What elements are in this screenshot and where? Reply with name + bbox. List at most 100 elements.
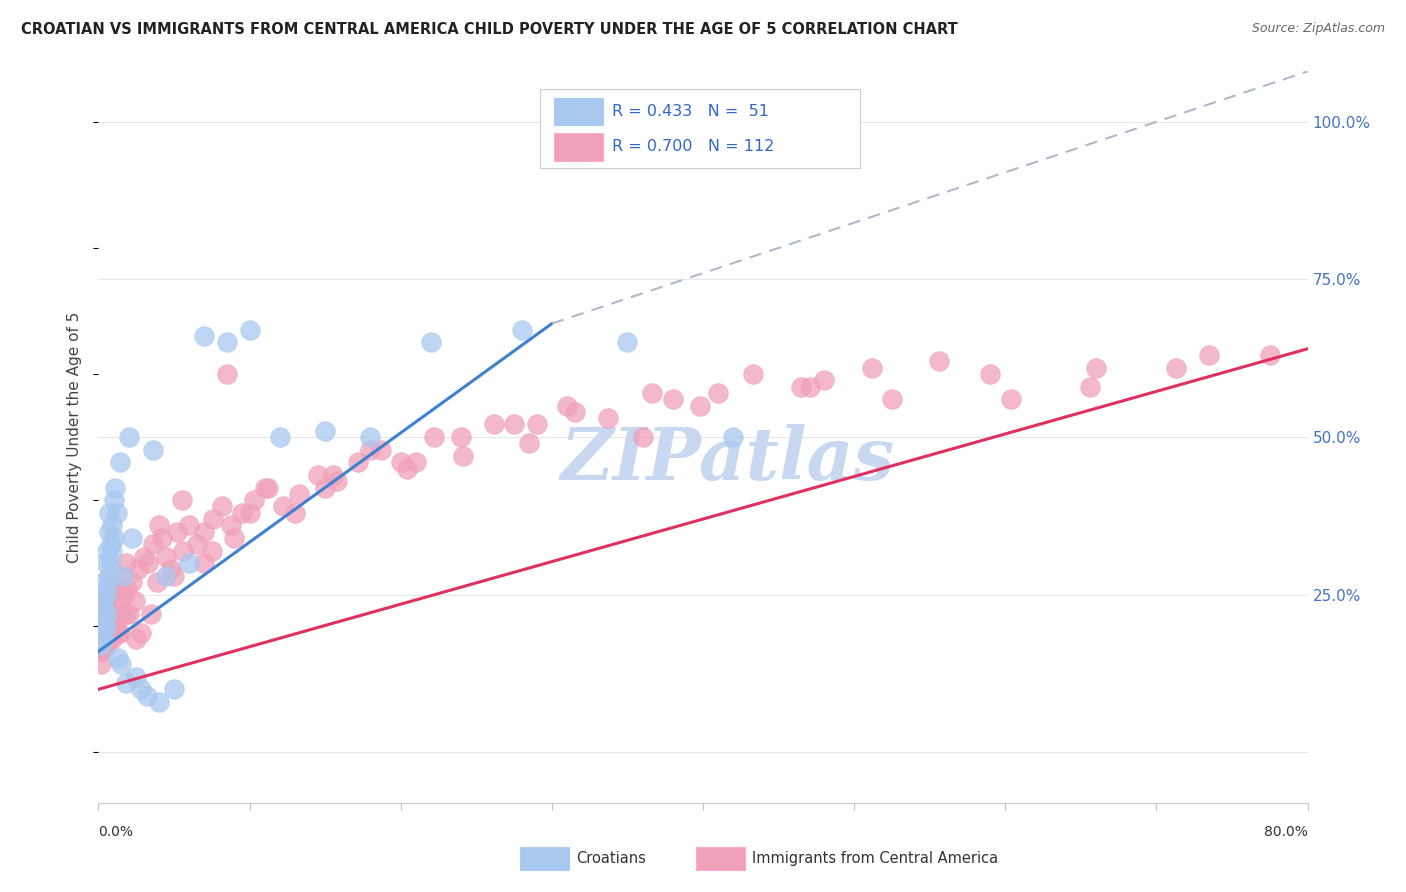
Point [186,537,208,551]
Point [193,556,215,570]
Point [231,506,253,520]
Point [93,632,115,646]
Point [141,607,163,621]
Point [616,335,638,350]
Point [799,379,821,393]
Point [125,670,148,684]
Point [450,430,472,444]
Point [215,335,238,350]
Point [111,569,134,583]
Point [103,493,125,508]
Point [98,619,121,633]
Point [100,613,122,627]
Point [125,632,148,646]
Point [93,625,115,640]
Point [880,392,903,407]
Point [347,455,370,469]
Text: R = 0.700   N = 112: R = 0.700 N = 112 [613,139,775,154]
Point [100,537,122,551]
Point [256,481,278,495]
Point [98,506,121,520]
Point [103,582,125,596]
Point [179,518,201,533]
Point [326,474,349,488]
Point [741,367,763,381]
Point [104,619,127,633]
Point [1085,360,1108,375]
Point [90,657,112,671]
Point [221,518,243,533]
Point [979,367,1001,381]
Point [288,487,311,501]
Point [142,442,165,457]
Point [172,543,194,558]
Point [420,335,443,350]
Point [179,556,201,570]
Bar [554,98,603,126]
FancyBboxPatch shape [540,89,860,168]
Point [860,360,883,375]
Point [96,594,118,608]
Point [596,411,619,425]
Point [307,467,329,482]
Point [103,531,125,545]
Point [360,442,382,457]
Point [314,424,336,438]
Point [155,549,177,564]
Point [155,569,177,583]
Point [271,500,294,514]
Point [101,632,124,646]
Point [239,506,262,520]
Point [104,481,127,495]
Point [1000,392,1022,407]
Point [360,430,382,444]
Point [110,657,132,671]
Point [91,594,114,608]
Point [503,417,526,432]
Point [129,625,152,640]
Point [118,430,141,444]
Point [115,582,138,596]
Point [160,562,183,576]
Point [93,575,115,590]
Point [127,562,149,576]
Text: Source: ZipAtlas.com: Source: ZipAtlas.com [1251,22,1385,36]
Point [90,619,112,633]
Point [662,392,685,407]
Point [129,682,152,697]
Point [90,607,112,621]
Point [322,467,344,482]
Point [118,607,141,621]
Point [98,625,121,640]
Point [89,644,111,658]
Text: ZIPatlas: ZIPatlas [560,424,894,494]
Point [111,569,134,583]
Point [96,607,118,621]
Point [94,600,117,615]
Point [94,588,117,602]
Point [101,518,124,533]
Point [108,625,131,640]
Y-axis label: Child Poverty Under the Age of 5: Child Poverty Under the Age of 5 [67,311,83,563]
Point [284,506,307,520]
Point [707,386,730,401]
Point [564,405,586,419]
Point [253,481,276,495]
Point [193,329,215,343]
Text: Croatians: Croatians [576,851,647,865]
Point [148,695,170,709]
Point [114,607,136,621]
Point [91,644,114,658]
Point [114,556,136,570]
Point [239,323,262,337]
Text: CROATIAN VS IMMIGRANTS FROM CENTRAL AMERICA CHILD POVERTY UNDER THE AGE OF 5 COR: CROATIAN VS IMMIGRANTS FROM CENTRAL AMER… [21,22,957,37]
Point [484,417,506,432]
Point [150,531,173,545]
Point [510,323,533,337]
Point [135,689,157,703]
Point [211,500,233,514]
Point [555,399,578,413]
Point [94,613,117,627]
Point [90,638,112,652]
Point [94,619,117,633]
